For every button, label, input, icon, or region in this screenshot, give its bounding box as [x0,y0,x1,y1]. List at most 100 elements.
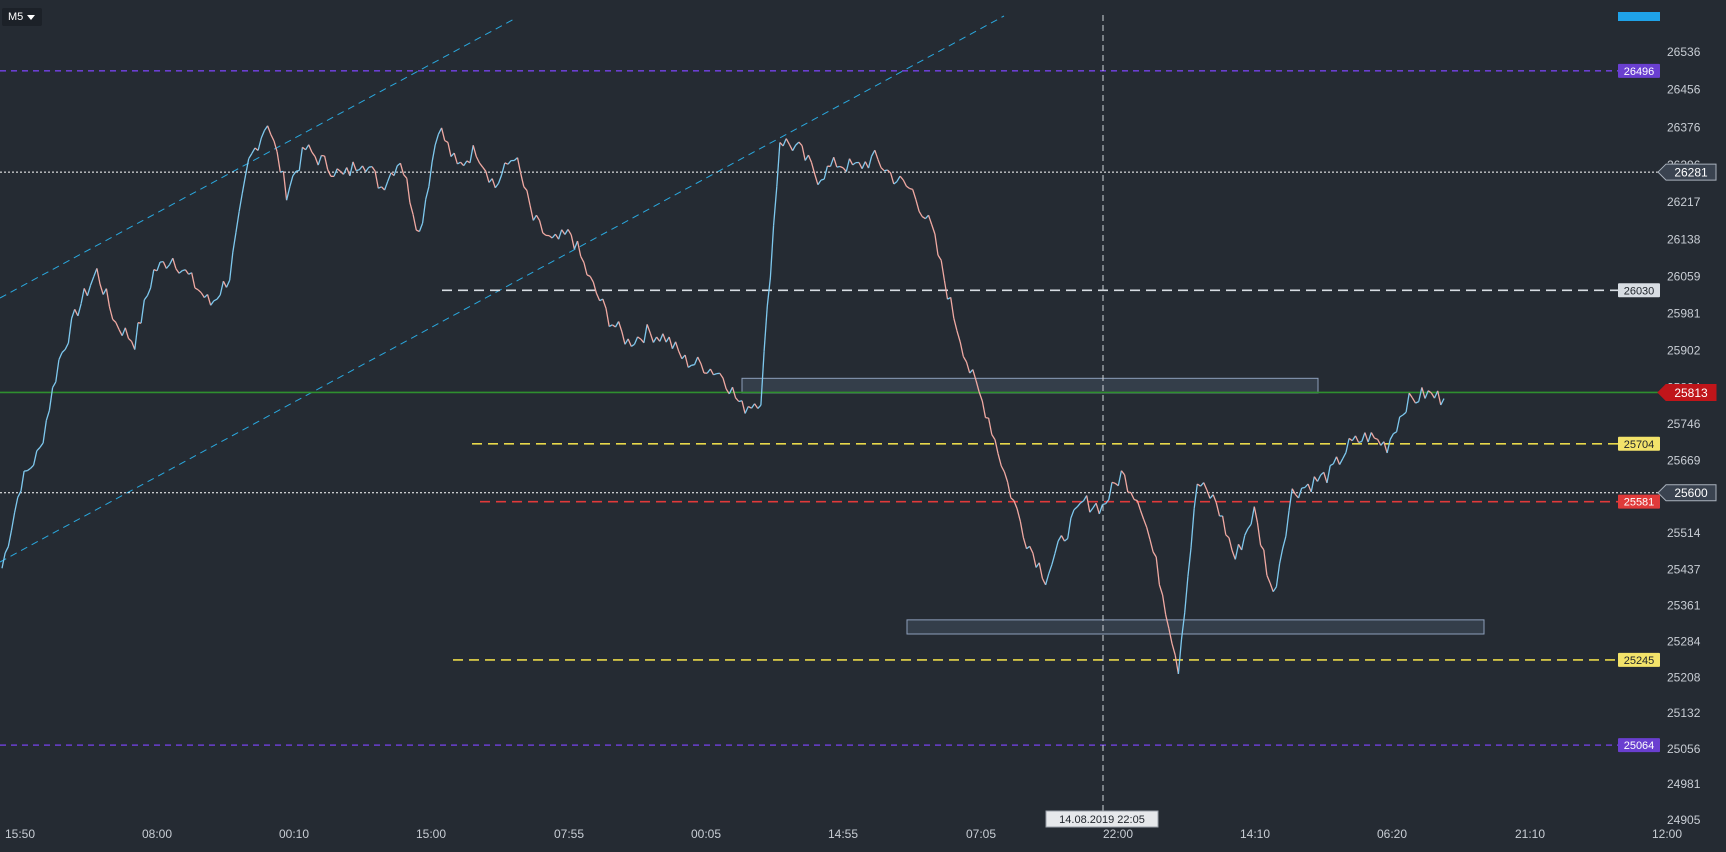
price-segment [906,185,910,190]
price-segment [321,154,325,157]
price-segment [814,173,819,185]
level-price-text: 26281 [1674,166,1708,180]
price-segment [1006,481,1012,498]
price-segment [564,229,569,235]
timeframe-selector[interactable]: M5 [2,8,42,26]
price-segment [981,400,987,418]
price-segment [1200,482,1205,487]
price-segment [235,211,240,233]
level-price-text: 25581 [1624,497,1655,509]
timeframe-label: M5 [8,11,24,23]
price-segment [1377,438,1382,446]
price-segment [1089,507,1094,513]
price-segment [500,162,506,176]
price-tick-label: 25746 [1667,417,1701,431]
price-segment [608,324,613,328]
price-segment [121,327,126,336]
price-segment [1399,414,1404,418]
price-segment [378,186,382,189]
price-segment [1275,563,1281,587]
price-segment [1203,482,1208,490]
price-segment [1120,470,1126,476]
price-segment [1304,483,1309,488]
price-tick-label: 25437 [1667,562,1701,576]
price-segment [1105,499,1110,505]
price-segment [633,336,639,345]
price-segment [1139,509,1145,520]
price-tick-label: 26138 [1667,232,1701,246]
price-segment [210,300,215,306]
price-segment [1345,438,1350,453]
price-segment [741,400,746,414]
price-segment [573,240,579,250]
price-segment [962,356,968,363]
price-segment [1348,437,1353,442]
price-segment [637,336,642,340]
price-segment [725,388,730,395]
price-segment [108,306,114,320]
price-segment [643,324,648,343]
price-segment [1102,503,1106,506]
price-segment [836,165,841,168]
price-segment [289,175,294,187]
price-segment [434,134,440,146]
price-segment [83,288,88,297]
price-segment [406,178,411,203]
price-segment [1278,548,1284,564]
price-segment [924,214,929,220]
price-tick-label: 25132 [1667,706,1701,720]
price-segment [10,512,16,531]
price-segment [298,147,304,171]
price-segment [1433,390,1439,399]
time-tick-label: 00:10 [279,827,309,841]
price-segment [61,348,66,353]
time-tick-label: 21:10 [1515,827,1545,841]
price-segment [463,160,468,167]
price-segment [1177,639,1183,674]
price-segment [39,442,44,448]
price-segment [538,220,544,234]
price-segment [1364,432,1369,443]
time-tick-label: 00:05 [691,827,721,841]
price-segment [131,341,136,350]
price-segment [74,309,79,317]
price-segment [674,341,680,352]
price-segment [99,283,104,295]
price-segment [48,387,54,411]
price-segment [1424,390,1429,399]
price-segment [276,151,281,173]
price-segment [1370,432,1375,439]
price-segment [754,403,759,409]
price-segment [1221,515,1227,535]
price-segment [263,125,269,131]
price-segment [381,186,386,191]
price-segment [586,274,591,277]
price-segment [469,145,474,163]
price-segment [437,127,443,135]
price-segment [58,352,63,361]
level-price-label: 25581 [1618,494,1660,509]
price-segment [169,257,174,265]
price-segment [159,260,164,263]
price-segment [89,276,95,286]
time-tick-label: 22:00 [1103,827,1133,841]
price-segment [570,234,576,250]
price-segment [1022,537,1028,549]
price-segment [491,178,496,189]
price-segment [1209,494,1214,499]
price-segment [731,387,737,398]
price-segment [1048,564,1053,575]
price-segment [1332,456,1338,465]
price-segment [80,288,85,304]
price-segment [450,152,455,158]
price-segment [1411,397,1417,404]
price-segment [848,158,854,166]
price-segment [523,186,528,191]
level-price-text: 25245 [1624,655,1655,667]
channel-line [0,17,517,299]
price-segment [665,336,670,343]
price-segment [592,281,598,294]
price-segment [1196,483,1201,487]
price-tick-label: 26059 [1667,270,1701,284]
